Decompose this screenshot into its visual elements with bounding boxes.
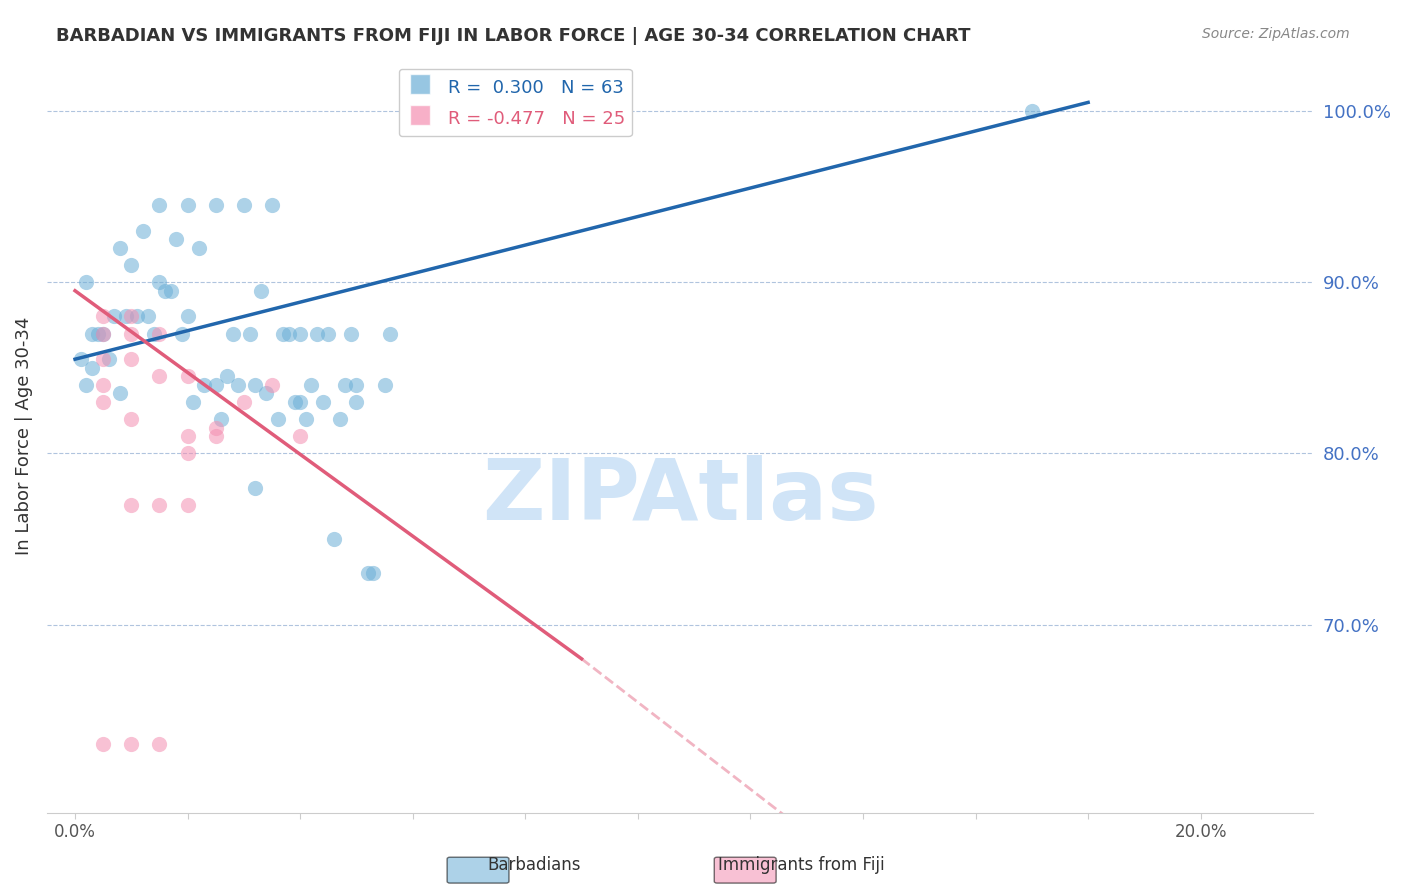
Barbadians xyxy=(148,198,170,212)
Barbadians xyxy=(181,395,204,409)
Barbadians xyxy=(176,310,198,324)
Barbadians xyxy=(108,241,131,255)
Barbadians xyxy=(176,198,198,212)
Barbadians xyxy=(170,326,193,341)
Immigrants from Fiji xyxy=(176,369,198,384)
Barbadians xyxy=(238,326,260,341)
Barbadians xyxy=(323,532,346,546)
Text: BARBADIAN VS IMMIGRANTS FROM FIJI IN LABOR FORCE | AGE 30-34 CORRELATION CHART: BARBADIAN VS IMMIGRANTS FROM FIJI IN LAB… xyxy=(56,27,970,45)
Barbadians xyxy=(193,377,215,392)
Barbadians xyxy=(283,395,305,409)
Barbadians xyxy=(305,326,328,341)
Barbadians xyxy=(266,412,288,426)
Barbadians xyxy=(153,284,176,298)
Text: Barbadians: Barbadians xyxy=(488,856,581,874)
Barbadians xyxy=(243,481,266,495)
Immigrants from Fiji xyxy=(120,498,142,512)
Immigrants from Fiji xyxy=(176,498,198,512)
Barbadians xyxy=(159,284,181,298)
Immigrants from Fiji xyxy=(176,446,198,460)
Immigrants from Fiji xyxy=(120,738,142,752)
Immigrants from Fiji xyxy=(91,352,114,367)
Barbadians xyxy=(374,377,396,392)
Immigrants from Fiji xyxy=(91,738,114,752)
Barbadians xyxy=(221,326,243,341)
Barbadians xyxy=(209,412,232,426)
Barbadians xyxy=(125,310,148,324)
Barbadians xyxy=(1021,103,1043,118)
Barbadians xyxy=(204,377,226,392)
Immigrants from Fiji xyxy=(232,395,254,409)
Barbadians xyxy=(294,412,316,426)
Immigrants from Fiji xyxy=(204,420,226,434)
Barbadians xyxy=(357,566,380,581)
Barbadians xyxy=(380,326,402,341)
Immigrants from Fiji xyxy=(148,326,170,341)
Barbadians xyxy=(148,275,170,289)
Barbadians xyxy=(108,386,131,401)
Immigrants from Fiji xyxy=(120,412,142,426)
Barbadians xyxy=(75,377,97,392)
Y-axis label: In Labor Force | Age 30-34: In Labor Force | Age 30-34 xyxy=(15,317,32,556)
Barbadians xyxy=(226,377,249,392)
Barbadians xyxy=(142,326,165,341)
Immigrants from Fiji xyxy=(288,429,311,443)
Barbadians xyxy=(346,395,368,409)
Barbadians xyxy=(254,386,277,401)
Text: Immigrants from Fiji: Immigrants from Fiji xyxy=(718,856,884,874)
Legend: R =  0.300   N = 63, R = -0.477   N = 25: R = 0.300 N = 63, R = -0.477 N = 25 xyxy=(399,69,633,136)
Barbadians xyxy=(335,377,357,392)
Immigrants from Fiji xyxy=(260,377,283,392)
Barbadians xyxy=(271,326,294,341)
Barbadians xyxy=(329,412,352,426)
Barbadians xyxy=(260,198,283,212)
Immigrants from Fiji xyxy=(120,352,142,367)
Barbadians xyxy=(131,224,153,238)
Barbadians xyxy=(243,377,266,392)
Barbadians xyxy=(136,310,159,324)
Barbadians xyxy=(80,326,103,341)
Immigrants from Fiji xyxy=(148,498,170,512)
Barbadians xyxy=(80,360,103,375)
Barbadians xyxy=(69,352,91,367)
Barbadians xyxy=(187,241,209,255)
Immigrants from Fiji xyxy=(91,377,114,392)
Barbadians xyxy=(204,198,226,212)
Text: ZIPAtlas: ZIPAtlas xyxy=(482,455,879,538)
Barbadians xyxy=(232,198,254,212)
Barbadians xyxy=(277,326,299,341)
Immigrants from Fiji xyxy=(148,738,170,752)
Barbadians xyxy=(288,395,311,409)
Barbadians xyxy=(346,377,368,392)
Immigrants from Fiji xyxy=(204,429,226,443)
Barbadians xyxy=(340,326,363,341)
Immigrants from Fiji xyxy=(91,395,114,409)
Barbadians xyxy=(318,326,340,341)
Barbadians xyxy=(215,369,238,384)
Immigrants from Fiji xyxy=(120,326,142,341)
Immigrants from Fiji xyxy=(91,326,114,341)
Barbadians xyxy=(299,377,322,392)
Barbadians xyxy=(249,284,271,298)
Barbadians xyxy=(363,566,385,581)
Barbadians xyxy=(86,326,108,341)
Barbadians xyxy=(103,310,125,324)
Immigrants from Fiji xyxy=(148,369,170,384)
Immigrants from Fiji xyxy=(91,310,114,324)
Barbadians xyxy=(120,258,142,272)
Immigrants from Fiji xyxy=(176,429,198,443)
Barbadians xyxy=(312,395,335,409)
Barbadians xyxy=(97,352,120,367)
Text: Source: ZipAtlas.com: Source: ZipAtlas.com xyxy=(1202,27,1350,41)
Barbadians xyxy=(288,326,311,341)
Immigrants from Fiji xyxy=(120,310,142,324)
Barbadians xyxy=(91,326,114,341)
Barbadians xyxy=(75,275,97,289)
Barbadians xyxy=(114,310,136,324)
Barbadians xyxy=(165,232,187,246)
